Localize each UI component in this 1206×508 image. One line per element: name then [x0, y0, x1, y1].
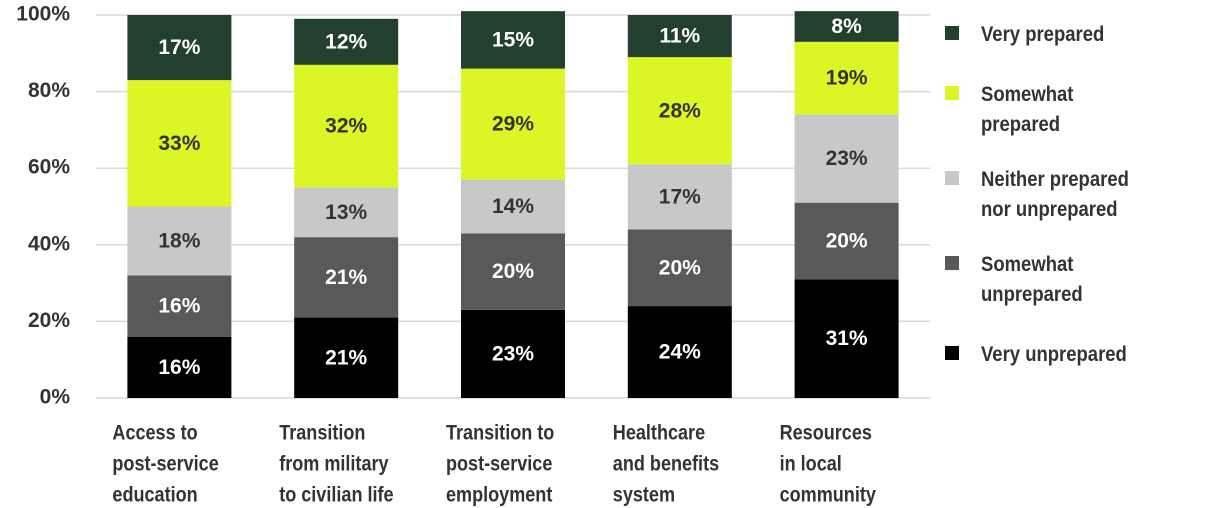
data-label: 21%: [325, 346, 367, 369]
x-tick-label-group: Healthcare and benefits system: [613, 421, 719, 507]
x-tick-label: Healthcare: [613, 421, 705, 445]
data-label: 24%: [659, 341, 701, 364]
chart: 0% 20% 40% 60% 80% 100% 16% 16% 18% 33% 17% Access …: [16, 3, 930, 507]
bar-segment: [627, 306, 732, 398]
legend-swatch: [945, 26, 959, 40]
data-label: 17%: [659, 185, 701, 208]
y-tick-label: 100%: [16, 3, 70, 26]
legend-label: Neither prepared nor unprepared: [981, 168, 1129, 221]
data-label: 16%: [158, 356, 200, 379]
x-tick-label: system: [613, 483, 675, 507]
bar-segment: [127, 15, 232, 81]
legend-item: Somewhat prepared: [945, 80, 1171, 140]
x-tick-label: Access to: [112, 421, 197, 445]
bar-segment: [127, 206, 232, 276]
bar-segment: [627, 15, 732, 58]
x-tick-label-group: Access to post-service education: [112, 421, 218, 507]
data-label: 31%: [826, 327, 868, 350]
bar-segment: [461, 68, 565, 180]
legend-label: Very unprepared: [981, 343, 1127, 366]
bar-segment: [294, 18, 399, 65]
data-label: 8%: [831, 15, 862, 38]
bar-segment: [461, 309, 565, 398]
data-label: 23%: [826, 147, 868, 170]
bar-segment: [127, 336, 232, 398]
data-label: 20%: [826, 230, 868, 253]
data-label: 18%: [158, 230, 200, 253]
x-tick-label: post-service: [112, 452, 218, 476]
bar-segment: [294, 64, 399, 188]
data-label: 16%: [158, 295, 200, 318]
bar-segment: [294, 237, 399, 318]
x-tick-label: Resources: [780, 421, 872, 445]
x-tick-label: community: [780, 483, 876, 507]
y-tick-label: 0%: [40, 386, 71, 409]
x-tick-label: Transition to: [446, 421, 554, 445]
bar-segment: [627, 229, 732, 307]
x-tick-label: and benefits: [613, 452, 719, 476]
legend-label: Somewhat prepared: [981, 83, 1074, 136]
bar-segment: [127, 275, 232, 337]
x-tick-label: Transition: [279, 421, 365, 445]
data-label: 11%: [659, 25, 700, 48]
x-tick-label: post-service: [446, 452, 552, 476]
x-tick-label-group: Transition to post-service employment: [446, 421, 554, 507]
legend-item: Very prepared: [945, 20, 1171, 50]
data-label: 12%: [325, 30, 367, 53]
bar-segment: [461, 233, 565, 310]
bar-segment: [127, 80, 232, 207]
bar-segment: [294, 317, 399, 398]
data-label: 29%: [492, 113, 534, 136]
y-tick-label: 60%: [28, 156, 70, 179]
y-tick-label: 80%: [28, 79, 70, 102]
legend-swatch: [945, 346, 959, 360]
bar-segment: [461, 11, 565, 69]
data-label: 14%: [492, 195, 534, 218]
bar-segment: [294, 187, 399, 238]
bar-segment: [794, 11, 899, 42]
data-label: 13%: [325, 201, 367, 224]
x-tick-label-group: Transition from military to civilian life: [279, 421, 393, 507]
x-tick-label: in local: [780, 452, 842, 476]
y-tick-label: 20%: [28, 309, 70, 332]
x-tick-label: from military: [279, 452, 388, 476]
data-label: 32%: [325, 115, 367, 138]
bar-segment: [627, 57, 732, 165]
x-tick-label-group: Resources in local community: [780, 421, 876, 507]
data-label: 28%: [659, 99, 701, 122]
data-label: 20%: [492, 260, 534, 283]
x-tick-label: to civilian life: [279, 483, 393, 507]
bar-segment: [461, 179, 565, 234]
data-label: 21%: [325, 266, 367, 289]
data-label: 15%: [492, 28, 534, 51]
legend-item: Somewhat unprepared: [945, 250, 1171, 310]
data-label: 33%: [158, 132, 200, 155]
legend-item: Neither prepared nor unprepared: [945, 165, 1171, 225]
x-tick-label: education: [112, 483, 197, 507]
data-label: 19%: [826, 67, 868, 90]
bar-segment: [794, 41, 899, 115]
data-label: 20%: [659, 256, 701, 279]
data-label: 23%: [492, 343, 534, 366]
legend-item: Very unprepared: [945, 340, 1171, 370]
bar-segment: [794, 114, 899, 203]
bar-segment: [794, 202, 899, 280]
data-label: 17%: [158, 36, 200, 59]
legend-label: Very prepared: [981, 23, 1105, 46]
x-tick-label: employment: [446, 483, 553, 507]
y-tick-label: 40%: [28, 232, 70, 255]
legend-label: Somewhat unprepared: [981, 253, 1083, 306]
bar-segment: [794, 279, 899, 398]
bar-segment: [627, 164, 732, 230]
legend-swatch: [945, 86, 959, 100]
legend-swatch: [945, 171, 959, 185]
legend-swatch: [945, 256, 959, 270]
